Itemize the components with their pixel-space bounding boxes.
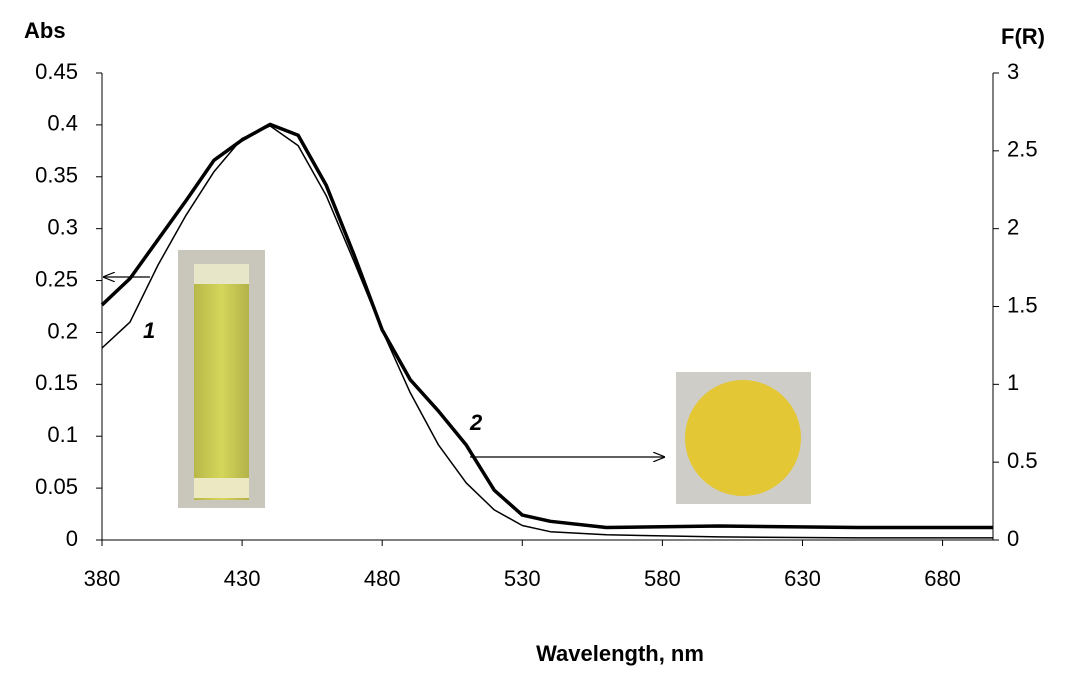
annotation: 1 — [143, 318, 155, 343]
y2-tick-label: 2 — [1007, 214, 1019, 239]
cuvette-photo — [178, 250, 265, 508]
y2-tick-label: 1.5 — [1007, 292, 1038, 317]
y-tick-label: 0.35 — [35, 163, 78, 188]
y2-tick-label: 2.5 — [1007, 137, 1038, 162]
y-tick-label: 0.05 — [35, 474, 78, 499]
x-tick-label: 380 — [84, 566, 121, 591]
x-tick-label: 530 — [504, 566, 541, 591]
y-tick-label: 0.4 — [47, 111, 78, 136]
x-tick-label: 630 — [784, 566, 821, 591]
y-tick-label: 0.1 — [47, 422, 78, 447]
x-tick-label: 430 — [224, 566, 261, 591]
y-tick-label: 0.15 — [35, 370, 78, 395]
x-tick-label: 680 — [924, 566, 961, 591]
disc-photo — [676, 372, 811, 504]
y-tick-label: 0.45 — [35, 59, 78, 84]
y2-axis-title: F(R) — [1001, 24, 1045, 49]
y-tick-label: 0.25 — [35, 266, 78, 291]
x-tick-label: 480 — [364, 566, 401, 591]
y-tick-label: 0.2 — [47, 318, 78, 343]
annotation: 2 — [469, 410, 483, 435]
y2-tick-label: 0 — [1007, 526, 1019, 551]
x-tick-label: 580 — [644, 566, 681, 591]
y-tick-label: 0 — [66, 526, 78, 551]
y-tick-label: 0.3 — [47, 214, 78, 239]
y2-tick-label: 1 — [1007, 370, 1019, 395]
y2-tick-label: 0.5 — [1007, 448, 1038, 473]
y-axis-title: Abs — [24, 18, 66, 43]
x-axis-title: Wavelength, nm — [536, 641, 704, 666]
y2-tick-label: 3 — [1007, 59, 1019, 84]
data-line — [100, 122, 993, 530]
